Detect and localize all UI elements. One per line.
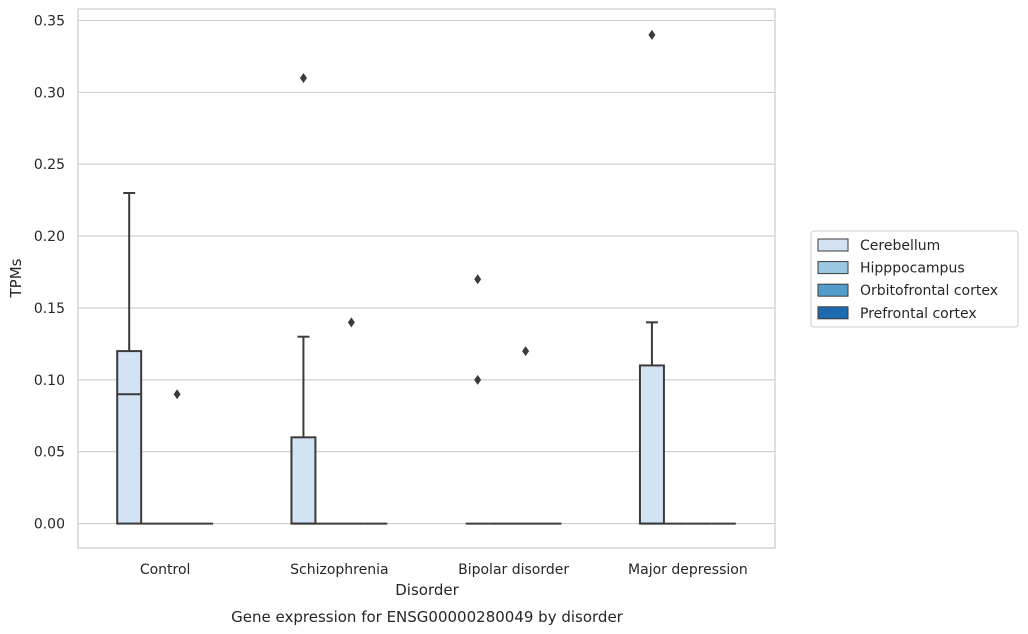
gridlines bbox=[78, 19, 775, 525]
x-tick-labels: Control Schizophrenia Bipolar disorder Majo… bbox=[140, 562, 748, 578]
legend-label-prefrontal-cortex: Prefrontal cortex bbox=[860, 306, 977, 322]
box-cerebellum-control bbox=[116, 191, 143, 525]
outlier-point bbox=[173, 389, 181, 400]
y-tick-label: 0.05 bbox=[34, 445, 65, 461]
outlier-point bbox=[522, 346, 530, 357]
x-tick-label-bipolar-disorder: Bipolar disorder bbox=[458, 562, 569, 578]
legend-swatch-orbitofrontal-cortex bbox=[817, 283, 849, 297]
outlier-point bbox=[299, 72, 307, 83]
y-tick-labels: 0.00 0.05 0.10 0.15 0.20 0.25 0.30 0.35 bbox=[34, 13, 65, 532]
y-tick-label: 0.25 bbox=[34, 157, 65, 173]
y-tick-label: 0.10 bbox=[34, 373, 65, 389]
box-body bbox=[290, 436, 317, 525]
legend-label-orbitofrontal-cortex: Orbitofrontal cortex bbox=[860, 283, 998, 299]
y-tick-label: 0.30 bbox=[34, 85, 65, 101]
outlier-point bbox=[347, 317, 355, 328]
box-body bbox=[638, 364, 665, 525]
box-groups bbox=[116, 29, 736, 525]
outlier-point bbox=[474, 374, 482, 385]
outlier-point bbox=[474, 274, 482, 285]
outlier-point bbox=[648, 29, 656, 40]
box-orbitofrontal-cortex-bipolar-disorder bbox=[513, 346, 538, 525]
legend-swatch-cerebellum bbox=[817, 238, 849, 252]
y-tick-label: 0.20 bbox=[34, 229, 65, 245]
y-tick-label: 0.35 bbox=[34, 13, 65, 29]
legend: Cerebellum Hipppocampus Orbitofrontal cort… bbox=[810, 230, 1019, 328]
x-tick-label-schizophrenia: Schizophrenia bbox=[290, 562, 388, 578]
x-axis-label: Disorder bbox=[395, 581, 459, 599]
legend-swatch-hipppocampus bbox=[817, 261, 849, 275]
x-tick-label-major-depression: Major depression bbox=[628, 562, 748, 578]
y-axis-label: TPMs bbox=[7, 258, 25, 298]
chart-caption: Gene expression for ENSG00000280049 by d… bbox=[231, 608, 624, 626]
legend-label-cerebellum: Cerebellum bbox=[860, 238, 940, 254]
y-tick-label: 0.15 bbox=[34, 301, 65, 317]
y-tick-label: 0.00 bbox=[34, 517, 65, 533]
legend-swatch-prefrontal-cortex bbox=[817, 306, 849, 320]
box-orbitofrontal-cortex-control bbox=[165, 389, 190, 525]
box-body bbox=[116, 350, 143, 525]
box-cerebellum-bipolar-disorder bbox=[465, 274, 490, 525]
plot-frame bbox=[77, 8, 776, 549]
box-cerebellum-schizophrenia bbox=[290, 72, 317, 525]
box-orbitofrontal-cortex-schizophrenia bbox=[339, 317, 364, 525]
x-tick-label-control: Control bbox=[140, 562, 191, 578]
legend-frame bbox=[810, 230, 1019, 328]
box-cerebellum-major-depression bbox=[638, 29, 665, 525]
legend-label-hipppocampus: Hipppocampus bbox=[860, 261, 965, 277]
